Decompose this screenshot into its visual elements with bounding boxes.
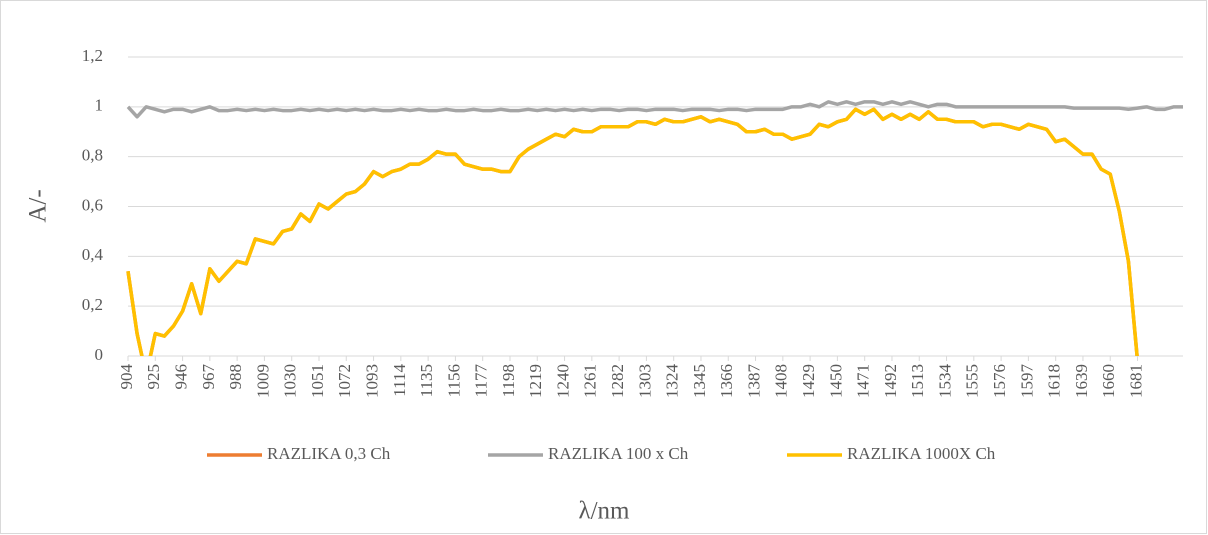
x-tick-label: 1324 bbox=[663, 364, 682, 399]
y-tick-label: 0,2 bbox=[82, 295, 103, 314]
y-tick-label: 0,4 bbox=[82, 245, 104, 264]
y-axis-title: A/- bbox=[25, 189, 52, 222]
x-tick-label: 1408 bbox=[772, 364, 791, 398]
y-tick-label: 0,6 bbox=[82, 195, 103, 214]
x-tick-label: 1471 bbox=[854, 364, 873, 398]
x-tick-label: 1282 bbox=[608, 364, 627, 398]
x-tick-label: 1198 bbox=[499, 364, 518, 397]
x-tick-label: 1030 bbox=[281, 364, 300, 398]
x-tick-label: 1345 bbox=[690, 364, 709, 398]
x-tick-label: 1303 bbox=[635, 364, 654, 398]
x-tick-label: 1093 bbox=[362, 364, 381, 398]
y-tick-label: 0,8 bbox=[82, 146, 103, 165]
x-tick-label: 1387 bbox=[744, 364, 763, 399]
x-tick-label: 1597 bbox=[1017, 364, 1036, 399]
x-tick-label: 1618 bbox=[1045, 364, 1064, 398]
x-tick-label: 1450 bbox=[826, 364, 845, 398]
x-tick-label: 1681 bbox=[1126, 364, 1145, 398]
x-tick-label: 1177 bbox=[472, 364, 491, 398]
x-tick-label: 1366 bbox=[717, 364, 736, 398]
x-tick-label: 1639 bbox=[1072, 364, 1091, 398]
x-tick-label: 1114 bbox=[390, 364, 409, 397]
x-tick-label: 1072 bbox=[335, 364, 354, 398]
x-axis-title: λ/nm bbox=[578, 498, 630, 525]
x-tick-label: 1219 bbox=[526, 364, 545, 398]
x-tick-label: 1513 bbox=[908, 364, 927, 398]
x-tick-label: 1492 bbox=[881, 364, 900, 398]
x-tick-label: 1261 bbox=[581, 364, 600, 398]
plot-lines bbox=[126, 100, 1183, 356]
data-line bbox=[126, 100, 1183, 119]
x-tick-label: 988 bbox=[226, 364, 245, 390]
y-tick-label: 1 bbox=[95, 96, 104, 115]
x-tick-label: 1009 bbox=[253, 364, 272, 398]
legend-label: RAZLIKA 0,3 Ch bbox=[267, 444, 391, 463]
x-tick-label: 967 bbox=[199, 364, 218, 390]
x-tick-label: 1576 bbox=[990, 364, 1009, 398]
x-tick-label: 925 bbox=[144, 364, 163, 390]
x-tick-label: 1660 bbox=[1099, 364, 1118, 398]
x-tick-label: 946 bbox=[171, 364, 190, 390]
legend-label: RAZLIKA 1000X Ch bbox=[847, 444, 996, 463]
y-tick-label: 0 bbox=[95, 345, 104, 364]
data-line bbox=[126, 107, 1139, 356]
legend-label: RAZLIKA 100 x Ch bbox=[548, 444, 689, 463]
y-tick-label: 1,2 bbox=[82, 46, 103, 65]
x-tick-label: 904 bbox=[117, 364, 136, 390]
x-tick-label: 1429 bbox=[799, 364, 818, 398]
x-tick-label: 1135 bbox=[417, 364, 436, 397]
x-tick-label: 1534 bbox=[935, 364, 954, 399]
x-tick-label: 1051 bbox=[308, 364, 327, 398]
x-tick-label: 1240 bbox=[553, 364, 572, 398]
x-tick-label: 1156 bbox=[444, 364, 463, 397]
x-tick-label: 1555 bbox=[963, 364, 982, 398]
